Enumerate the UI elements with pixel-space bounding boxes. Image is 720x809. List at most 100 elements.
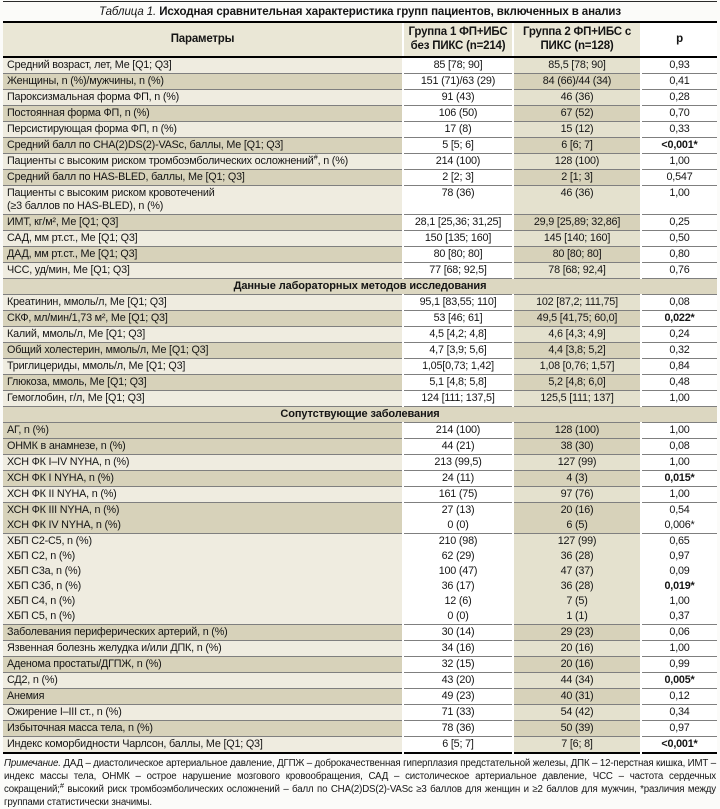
param-label: ХБП С4, n (%) <box>3 593 404 609</box>
param-label: Общий холестерин, ммоль/л, Ме [Q1; Q3] <box>3 342 404 359</box>
table-row: Аденома простаты/ДГПЖ, n (%) 32 (15) 20 (1… <box>3 656 717 673</box>
p-value: 1,00 <box>641 454 717 471</box>
group2-value: 127 (99) <box>513 454 642 471</box>
group1-value: 62 (29) <box>403 548 514 564</box>
param-label: Средний балл по HAS-BLED, баллы, Ме [Q1;… <box>3 169 404 186</box>
group2-value: 4 (3) <box>513 470 642 487</box>
table-row: Индекс коморбидности Чарлсон, баллы, Ме … <box>3 736 717 753</box>
table-row: СКФ, мл/мин/1,73 м², Ме [Q1; Q3] 53 [46; … <box>3 310 717 327</box>
p-value: 0,005* <box>641 672 717 689</box>
group2-value: 54 (42) <box>513 704 642 721</box>
p-value: 0,015* <box>641 470 717 487</box>
group2-value: 20 (16) <box>513 656 642 673</box>
table-row: Постоянная форма ФП, n (%) 106 (50) 67 (52… <box>3 105 717 122</box>
table-row: ХБП С3а, n (%) 100 (47) 47 (37) 0,09 <box>3 563 717 579</box>
table-row: Избыточная масса тела, n (%) 78 (36) 50 (3… <box>3 720 717 737</box>
group2-value: 84 (66)/44 (34) <box>513 73 642 90</box>
p-value: 0,32 <box>641 342 717 359</box>
p-value: 0,65 <box>641 533 717 549</box>
table-row: ХСН ФК I–IV NYHA, n (%) 213 (99,5) 127 (99… <box>3 454 717 471</box>
group1-value: 34 (16) <box>403 640 514 657</box>
group2-value: 85,5 [78; 90] <box>513 56 642 74</box>
table-row: Персистирующая форма ФП, n (%) 17 (8) 15 (… <box>3 121 717 138</box>
table-row: АГ, n (%) 214 (100) 128 (100) 1,00 <box>3 422 717 439</box>
group1-value: 53 [46; 61] <box>403 310 514 327</box>
group2-value: 1 (1) <box>513 608 642 625</box>
table-row: Пациенты с высоким риском кровотечений (≥… <box>3 185 717 215</box>
table-row: ХБП С4, n (%) 12 (6) 7 (5) 1,00 <box>3 593 717 609</box>
p-value: 1,00 <box>641 486 717 503</box>
p-value: 0,33 <box>641 121 717 138</box>
param-label: ХБП С2-С5, n (%) <box>3 533 404 549</box>
group1-value: 1,05[0,73; 1,42] <box>403 358 514 375</box>
group1-value: 30 (14) <box>403 624 514 641</box>
param-label: Гемоглобин, г/л, Ме [Q1; Q3] <box>3 390 404 407</box>
page: Таблица 1. Исходная сравнительная характ… <box>3 0 717 809</box>
group1-value: 43 (20) <box>403 672 514 689</box>
group2-value: 49,5 [41,75; 60,0] <box>513 310 642 327</box>
comparison-table: Параметры Группа 1 ФП+ИБС без ПИКС (n=21… <box>3 21 717 754</box>
param-label: Пациенты с высоким риском кровотечений (≥… <box>3 185 404 215</box>
p-value: 0,97 <box>641 548 717 564</box>
group1-value: 214 (100) <box>403 153 514 170</box>
p-value: 0,80 <box>641 246 717 263</box>
param-label: ОНМК в анамнезе, n (%) <box>3 438 404 455</box>
group2-value: 6 (5) <box>513 517 642 534</box>
section-title: Сопутствующие заболевания <box>3 406 717 423</box>
param-label: Женщины, n (%)/мужчины, n (%) <box>3 73 404 90</box>
table-row: ХБП С2-С5, n (%) 210 (98) 127 (99) 0,65 <box>3 533 717 549</box>
group1-value: 27 (13) <box>403 502 514 518</box>
param-label: ЧСС, уд/мин, Ме [Q1; Q3] <box>3 262 404 279</box>
table-row: Ожирение I–III ст., n (%) 71 (33) 54 (42) 0… <box>3 704 717 721</box>
group1-value: 78 (36) <box>403 720 514 737</box>
header-row: Параметры Группа 1 ФП+ИБС без ПИКС (n=21… <box>3 21 717 58</box>
group1-value: 100 (47) <box>403 563 514 579</box>
group1-value: 49 (23) <box>403 688 514 705</box>
p-value: 0,37 <box>641 608 717 625</box>
group2-value: 47 (37) <box>513 563 642 579</box>
p-value: 0,08 <box>641 294 717 311</box>
group1-value: 80 [80; 80] <box>403 246 514 263</box>
table-row: ХБП С2, n (%) 62 (29) 36 (28) 0,97 <box>3 548 717 564</box>
footnote-text: высокий риск тромбоэмболических осложнен… <box>4 783 716 808</box>
group1-value: 44 (21) <box>403 438 514 455</box>
p-value: 0,022* <box>641 310 717 327</box>
group2-value: 128 (100) <box>513 153 642 170</box>
table-row: Язвенная болезнь желудка и/или ДПК, n (%… <box>3 640 717 657</box>
column-header-group2: Группа 2 ФП+ИБС с ПИКС (n=128) <box>512 21 641 58</box>
p-value: 1,00 <box>641 390 717 407</box>
table-row: ХСН ФК II NYHA, n (%) 161 (75) 97 (76) 1,00 <box>3 486 717 503</box>
group2-value: 46 (36) <box>513 185 642 215</box>
group2-value: 67 (52) <box>513 105 642 122</box>
group1-value: 124 [111; 137,5] <box>403 390 514 407</box>
group1-value: 213 (99,5) <box>403 454 514 471</box>
group1-value: 36 (17) <box>403 578 514 594</box>
group1-value: 210 (98) <box>403 533 514 549</box>
table-row: Гемоглобин, г/л, Ме [Q1; Q3] 124 [111; 13… <box>3 390 717 407</box>
param-label: Постоянная форма ФП, n (%) <box>3 105 404 122</box>
param-label: Персистирующая форма ФП, n (%) <box>3 121 404 138</box>
table-row: Заболевания периферических артерий, n (%… <box>3 624 717 641</box>
param-label: Триглицериды, ммоль/л, Ме [Q1; Q3] <box>3 358 404 375</box>
param-label: Пациенты с высоким риском тромбоэмболиче… <box>3 153 404 170</box>
group1-value: 91 (43) <box>403 89 514 106</box>
group1-value: 28,1 [25,36; 31,25] <box>403 214 514 231</box>
param-label: Заболевания периферических артерий, n (%… <box>3 624 404 641</box>
param-label: ХСН ФК I–IV NYHA, n (%) <box>3 454 404 471</box>
p-value: 0,006* <box>641 517 717 534</box>
group2-value: 29,9 [25,89; 32,86] <box>513 214 642 231</box>
group2-value: 1,08 [0,76; 1,57] <box>513 358 642 375</box>
group2-value: 80 [80; 80] <box>513 246 642 263</box>
table-row: Глюкоза, ммоль, Ме [Q1; Q3] 5,1 [4,8; 5,8… <box>3 374 717 391</box>
p-value: 0,48 <box>641 374 717 391</box>
group2-value: 4,4 [3,8; 5,2] <box>513 342 642 359</box>
group2-value: 50 (39) <box>513 720 642 737</box>
param-label: АГ, n (%) <box>3 422 404 439</box>
table-row: Общий холестерин, ммоль/л, Ме [Q1; Q3] 4,… <box>3 342 717 359</box>
group1-value: 24 (11) <box>403 470 514 487</box>
p-value: 0,019* <box>641 578 717 594</box>
p-value: 0,06 <box>641 624 717 641</box>
param-label: ХБП С3а, n (%) <box>3 563 404 579</box>
p-value: 0,41 <box>641 73 717 90</box>
p-value: <0,001* <box>641 736 717 753</box>
